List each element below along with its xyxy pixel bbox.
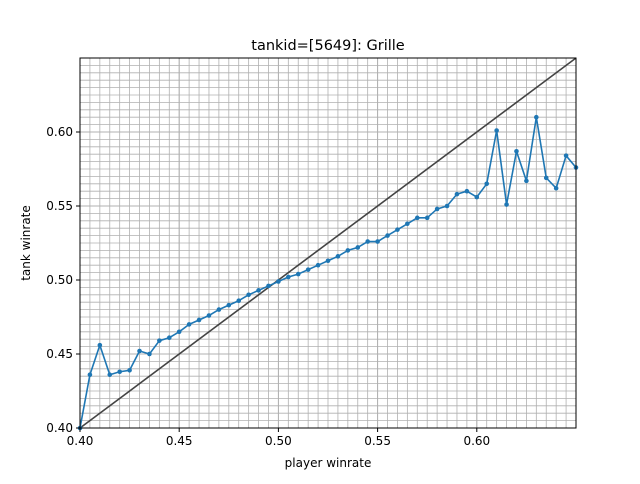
data-point <box>176 329 182 335</box>
data-point <box>365 239 370 244</box>
y-axis-label: tank winrate <box>19 205 33 281</box>
data-point <box>543 175 549 181</box>
data-point <box>494 128 499 133</box>
reference-line-layer <box>79 57 577 429</box>
data-point <box>375 239 380 244</box>
data-point <box>325 258 331 264</box>
data-point <box>107 372 113 378</box>
data-point <box>147 351 152 357</box>
y-tick-label: 0.60 <box>46 125 73 139</box>
data-point <box>166 335 172 341</box>
data-point <box>305 267 311 272</box>
data-point <box>216 307 222 312</box>
series-layer <box>77 114 579 431</box>
y-tick-label: 0.55 <box>46 199 73 213</box>
y-axis-ticks: 0.40 0.45 0.50 0.55 0.60 <box>46 125 80 435</box>
x-tick-label: 0.45 <box>166 434 193 448</box>
x-tick-label: 0.55 <box>364 434 391 448</box>
data-point <box>295 271 301 277</box>
data-point <box>315 262 321 268</box>
data-point <box>563 153 569 158</box>
chart-title: tankid=[5649]: Grille <box>251 38 405 54</box>
x-tick-label: 0.60 <box>463 434 490 448</box>
x-axis-ticks: 0.40 0.45 0.50 0.55 0.60 <box>67 428 490 448</box>
reference-line <box>79 57 577 429</box>
data-point <box>196 317 202 323</box>
data-point <box>335 254 341 259</box>
y-tick-label: 0.45 <box>46 347 73 361</box>
data-point <box>514 148 519 154</box>
data-point <box>117 369 122 375</box>
data-point <box>484 181 490 187</box>
data-point <box>414 215 420 221</box>
data-point <box>97 342 103 348</box>
data-point <box>266 283 271 289</box>
data-point <box>424 215 430 221</box>
data-point <box>236 298 242 304</box>
x-tick-label: 0.50 <box>265 434 292 448</box>
data-point <box>504 202 509 207</box>
data-point <box>385 233 390 238</box>
data-point <box>286 274 291 280</box>
data-point <box>434 206 440 212</box>
data-point <box>553 185 559 191</box>
data-point <box>464 188 470 194</box>
data-point <box>186 322 192 327</box>
data-point <box>256 288 261 293</box>
plot-frame <box>79 57 577 429</box>
data-point <box>345 248 351 253</box>
data-point <box>534 114 539 120</box>
data-point <box>246 292 251 298</box>
data-point <box>454 191 460 197</box>
data-point <box>226 302 232 308</box>
data-point <box>405 221 410 227</box>
data-point <box>206 313 212 318</box>
data-point <box>87 372 93 378</box>
data-point <box>137 348 142 354</box>
data-point <box>524 178 529 184</box>
data-point <box>127 367 132 373</box>
data-point <box>444 203 450 209</box>
minor-grid <box>79 57 577 429</box>
y-tick-label: 0.50 <box>46 273 73 287</box>
x-tick-label: 0.40 <box>67 434 94 448</box>
data-point <box>157 338 162 343</box>
x-axis-label: player winrate <box>285 456 372 470</box>
data-point <box>474 194 480 200</box>
data-point <box>395 227 400 232</box>
data-point <box>276 279 281 284</box>
data-point <box>355 245 361 250</box>
y-tick-label: 0.40 <box>46 421 73 435</box>
